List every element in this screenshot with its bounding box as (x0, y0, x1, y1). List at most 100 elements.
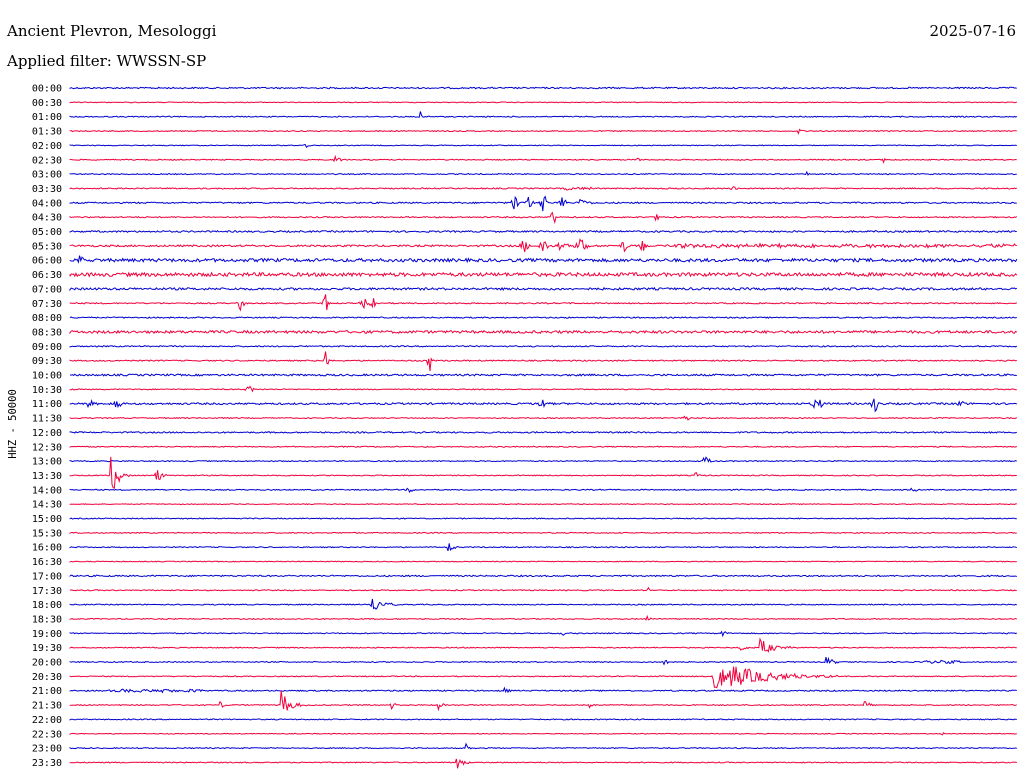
row-time-label: 17:30 (32, 586, 62, 597)
trace-line (69, 487, 1017, 494)
row-time-label: 01:30 (32, 127, 62, 138)
row-time-label: 19:00 (32, 629, 62, 640)
trace-line (69, 373, 1017, 377)
trace-line (69, 517, 1017, 520)
trace-line (69, 732, 1017, 736)
row-time-label: 18:30 (32, 614, 62, 625)
channel-axis-label: HHZ - 50000 (7, 389, 19, 459)
trace-line (69, 718, 1017, 721)
trace-line (69, 170, 1017, 176)
row-time-label: 14:00 (32, 485, 62, 496)
trace-line (69, 531, 1017, 535)
row-time-label: 19:30 (32, 643, 62, 654)
filter-label: Applied filter: WWSSN-SP (7, 52, 207, 70)
row-time-label: 11:30 (32, 414, 62, 425)
row-time-label: 20:00 (32, 658, 62, 669)
trace-line (69, 271, 1018, 278)
row-time-label: 03:30 (32, 184, 62, 195)
trace-line (69, 598, 1018, 610)
row-time-label: 20:30 (32, 672, 62, 683)
trace-line (69, 637, 1017, 653)
trace-line (69, 316, 1017, 319)
trace-line (69, 398, 1017, 413)
row-time-label: 17:00 (32, 571, 62, 582)
row-time-label: 05:00 (32, 227, 62, 238)
trace-line (69, 586, 1017, 592)
row-time-label: 00:30 (32, 98, 62, 109)
row-time-label: 04:30 (32, 213, 62, 224)
row-time-label: 01:00 (32, 112, 62, 123)
trace-line (69, 690, 1017, 712)
row-time-label: 10:00 (32, 371, 62, 382)
trace-line (69, 742, 1017, 750)
row-time-label: 23:30 (32, 758, 62, 769)
trace-line (69, 430, 1018, 434)
row-time-label: 23:00 (32, 744, 62, 755)
trace-line (69, 345, 1018, 348)
row-time-label: 14:30 (32, 500, 62, 511)
trace-line (69, 574, 1018, 578)
trace-line (69, 111, 1018, 118)
trace-line (69, 286, 1018, 292)
trace-line (69, 195, 1017, 212)
trace-line (69, 294, 1018, 312)
row-time-label: 04:00 (32, 198, 62, 209)
row-time-label: 08:00 (32, 313, 62, 324)
row-time-label: 15:00 (32, 514, 62, 525)
trace-line (69, 656, 1017, 666)
date-label: 2025-07-16 (929, 22, 1016, 40)
trace-line (69, 686, 1017, 694)
station-title: Ancient Plevron, Mesologgi (7, 22, 217, 40)
row-time-label: 05:30 (32, 241, 62, 252)
row-time-label: 03:00 (32, 170, 62, 181)
row-time-label: 10:30 (32, 385, 62, 396)
trace-line (69, 456, 1017, 489)
row-time-label: 09:00 (32, 342, 62, 353)
trace-line (69, 543, 1018, 552)
trace-line (69, 666, 1017, 689)
row-time-label: 12:00 (32, 428, 62, 439)
row-time-label: 09:30 (32, 356, 62, 367)
trace-line (69, 329, 1018, 335)
trace-line (69, 154, 1017, 164)
trace-line (69, 185, 1018, 191)
trace-line (69, 415, 1018, 421)
row-time-label: 21:00 (32, 686, 62, 697)
row-time-label: 22:00 (32, 715, 62, 726)
row-time-label: 12:30 (32, 442, 62, 453)
row-time-label: 21:30 (32, 701, 62, 712)
row-time-label: 18:00 (32, 600, 62, 611)
trace-line (69, 456, 1017, 463)
trace-line (69, 503, 1017, 506)
trace-group: 00:00 00:30 01:00 01:30 02:00 02:30 03:00 03:30… (32, 84, 1018, 769)
trace-line (69, 128, 1017, 135)
row-time-label: 02:30 (32, 155, 62, 166)
row-time-label: 07:30 (32, 299, 62, 310)
trace-line (69, 614, 1017, 621)
trace-line (69, 630, 1018, 638)
trace-line (69, 351, 1017, 372)
trace-line (69, 238, 1017, 253)
row-time-label: 11:00 (32, 399, 62, 410)
trace-line (69, 445, 1017, 448)
trace-line (69, 143, 1017, 148)
trace-line (69, 255, 1018, 264)
row-time-label: 15:30 (32, 528, 62, 539)
trace-line (69, 101, 1017, 104)
row-time-label: 16:00 (32, 543, 62, 554)
trace-line (69, 229, 1017, 234)
trace-line (69, 211, 1018, 225)
row-time-label: 00:00 (32, 84, 62, 95)
row-time-label: 16:30 (32, 557, 62, 568)
row-time-label: 13:00 (32, 457, 62, 468)
row-time-label: 08:30 (32, 327, 62, 338)
row-time-label: 22:30 (32, 729, 62, 740)
trace-line (69, 385, 1017, 393)
row-time-label: 07:00 (32, 284, 62, 295)
trace-line (69, 86, 1017, 90)
row-time-label: 06:30 (32, 270, 62, 281)
trace-line (69, 758, 1017, 769)
trace-line (69, 560, 1017, 563)
row-time-label: 13:30 (32, 471, 62, 482)
